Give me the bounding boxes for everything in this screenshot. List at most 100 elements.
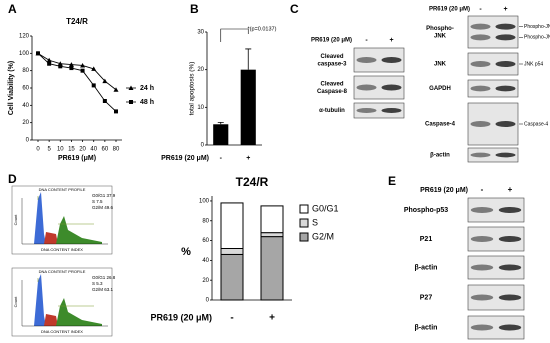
flow-x-label: DNA CONTENT INDEX	[41, 247, 83, 252]
lane-label: +	[508, 185, 513, 194]
blot-frame	[353, 75, 405, 100]
marker	[102, 99, 107, 103]
band	[495, 121, 516, 127]
legend-label: 24 h	[140, 85, 154, 92]
panel-label: A	[8, 2, 17, 16]
bar	[240, 69, 256, 145]
marker	[113, 87, 119, 92]
x-tick-label: 40	[90, 147, 97, 153]
lane-label: -	[479, 6, 482, 13]
y-axis-label: total apoptosis (%)	[189, 62, 196, 116]
marker	[80, 68, 85, 73]
row-label: caspase-3	[317, 61, 347, 67]
y-tick-label: 40	[22, 103, 29, 109]
lane-label: +	[503, 6, 507, 13]
treatment-label: PR619 (20 μM)	[429, 7, 470, 13]
y-tick-label: 120	[19, 34, 30, 40]
band	[470, 85, 491, 92]
error-bar	[245, 48, 252, 70]
y-tick-label: 20	[202, 278, 209, 284]
lane-label: -	[481, 185, 484, 194]
band	[498, 294, 522, 301]
row-label: P27	[420, 294, 433, 301]
y-tick-label: 0	[206, 298, 210, 304]
row-label: α-tubulin	[319, 108, 345, 114]
band	[381, 108, 402, 113]
gate-line	[37, 196, 94, 225]
y-tick-label: 100	[19, 51, 30, 57]
chart-title: T24/R	[236, 175, 269, 189]
legend-label: G2/M	[312, 231, 334, 241]
x-tick-label: 10	[57, 147, 64, 153]
gate-line	[37, 278, 94, 307]
row-label: Phospho-p53	[404, 207, 448, 214]
panel-label: C	[290, 2, 299, 16]
row-label: JNK	[434, 62, 447, 68]
flow-stat: G2/M 49.6	[92, 205, 114, 210]
band	[470, 236, 494, 242]
g1-peak	[34, 192, 46, 244]
x-tick-label: 20	[79, 147, 86, 153]
marker	[36, 51, 40, 56]
marker	[128, 85, 134, 90]
panel-label: D	[8, 172, 17, 186]
legend-swatch	[299, 204, 309, 214]
band-label: Phospho-JNK p46	[524, 35, 550, 41]
band	[498, 324, 522, 331]
marker	[69, 66, 74, 71]
blot-frame	[467, 255, 525, 280]
marker	[129, 100, 133, 104]
row-label: Caspase-4	[425, 122, 456, 128]
flow-stat: S 7.5	[92, 199, 103, 204]
x-tick-label: -	[220, 155, 223, 162]
lane-label: -	[365, 37, 368, 44]
y-tick-label: 100	[199, 199, 210, 205]
band	[498, 236, 522, 242]
marker	[91, 83, 96, 88]
marker	[68, 62, 74, 67]
band	[495, 34, 516, 41]
y-tick-label: 30	[197, 30, 204, 36]
marker	[80, 62, 86, 68]
legend-label: S	[312, 217, 318, 227]
blot-frame	[467, 79, 519, 98]
x-tick-label: +	[246, 155, 250, 162]
row-label: Cleaved	[320, 81, 343, 87]
band	[495, 85, 516, 92]
x-tick-label: +	[269, 313, 275, 324]
panel-label: B	[190, 2, 199, 16]
x-axis-label: PR619 (20 μM)	[161, 155, 209, 162]
flow-y-label: Count	[13, 296, 18, 308]
series-line	[37, 52, 117, 91]
bar	[213, 124, 229, 145]
band	[381, 84, 402, 91]
flow-title: DNA CONTENT PROFILE	[39, 269, 86, 274]
row-label: JNK	[434, 33, 447, 39]
flow-title: DNA CONTENT PROFILE	[39, 187, 86, 192]
y-tick-label: 80	[202, 218, 209, 224]
marker	[91, 66, 97, 71]
g1-peak	[34, 274, 46, 326]
x-tick-label: 80	[113, 147, 120, 153]
band	[470, 207, 494, 213]
marker	[114, 109, 118, 114]
lane-label: +	[389, 37, 393, 44]
error-bar	[217, 122, 224, 125]
x-axis-label: PR619 (μM)	[58, 155, 96, 162]
band	[356, 108, 377, 113]
row-label: Cleaved	[320, 54, 343, 60]
bar-segment	[220, 202, 244, 249]
band	[470, 23, 491, 30]
marker	[46, 57, 52, 63]
legend-swatch	[299, 232, 309, 242]
x-tick-label: 5	[47, 147, 51, 153]
row-label: β-actin	[415, 264, 438, 271]
flow-stat: G2/M 63.1	[92, 287, 114, 292]
flow-stat: G0/G1 26.8	[92, 275, 116, 280]
x-tick-label: 60	[102, 147, 109, 153]
bar-segment	[260, 205, 284, 234]
y-axis-label: %	[181, 246, 191, 258]
y-tick-label: 60	[202, 238, 209, 244]
s-phase	[44, 314, 58, 326]
